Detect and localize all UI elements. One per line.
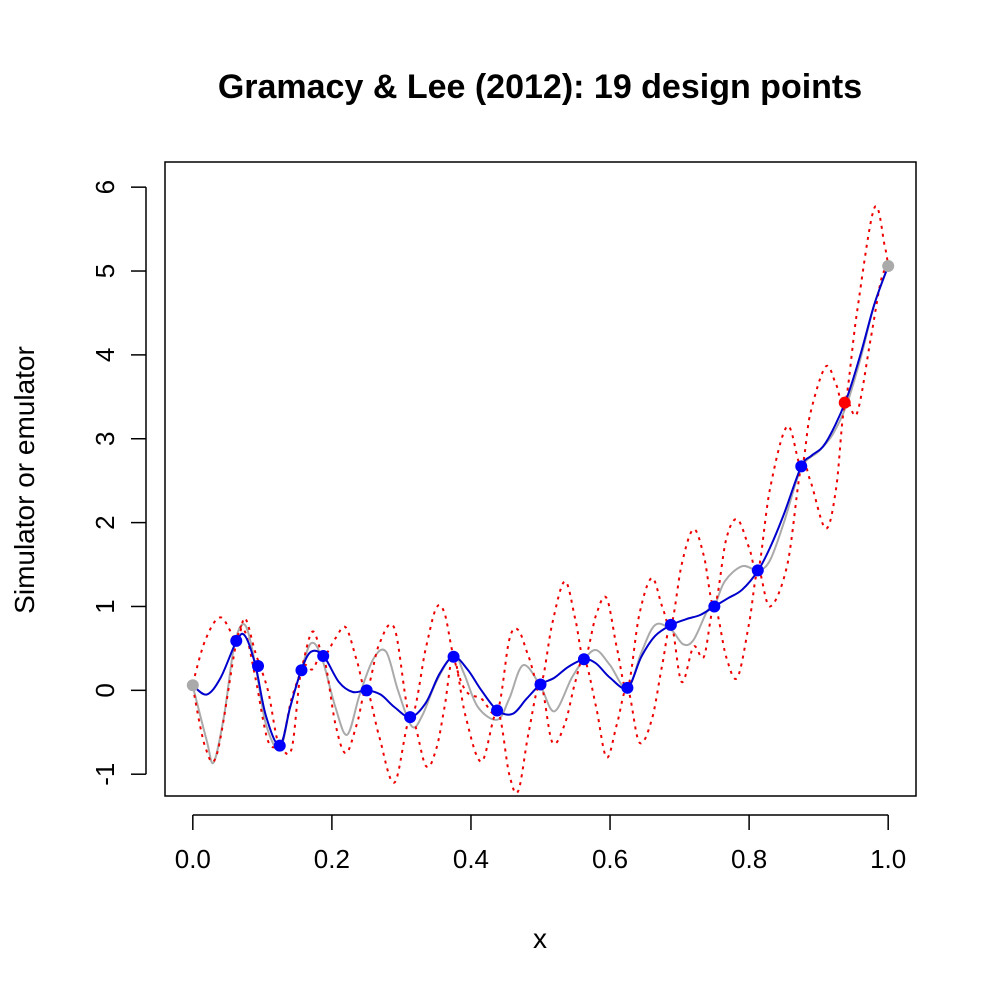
y-tick-label: 2 [90, 515, 120, 529]
chart-title: Gramacy & Lee (2012): 19 design points [218, 68, 862, 106]
emulator-upper-bound-curve [191, 205, 890, 746]
design-point-marker [317, 649, 330, 662]
design-point-marker [295, 664, 308, 677]
new-point-marker [838, 396, 851, 409]
endpoint-marker [882, 259, 895, 272]
design-point-marker [751, 564, 764, 577]
endpoint-marker [186, 679, 199, 692]
emulator-lower-bound-curve [191, 265, 890, 795]
x-tick-label: 1.0 [870, 844, 906, 874]
y-tick-label: 5 [90, 264, 120, 278]
x-axis-label: x [533, 923, 547, 954]
y-axis-label: Simulator or emulator [9, 346, 40, 614]
design-point-marker [534, 678, 547, 691]
y-tick-label: 0 [90, 683, 120, 697]
x-tick-label: 0.8 [731, 844, 767, 874]
y-tick-label: 3 [90, 432, 120, 446]
y-axis: -1 0 1 2 3 4 5 6 [90, 180, 147, 786]
design-point-marker [273, 739, 286, 752]
design-point-marker [360, 684, 373, 697]
design-point-marker [795, 460, 808, 473]
design-point-marker [252, 660, 265, 673]
design-point-marker [404, 711, 417, 724]
x-tick-label: 0.6 [592, 844, 628, 874]
design-point-marker [577, 653, 590, 666]
design-point-marker [708, 600, 721, 613]
y-tick-label: 4 [90, 348, 120, 362]
design-point-marker [230, 634, 243, 647]
x-tick-label: 0.0 [175, 844, 211, 874]
emulator-mean-curve [192, 265, 890, 747]
design-point-marker [664, 618, 677, 631]
design-point-marker [621, 681, 634, 694]
series-layer [191, 205, 890, 795]
plot-frame [164, 161, 917, 797]
points-layer [186, 259, 895, 752]
x-axis: 0.0 0.2 0.4 0.6 0.8 1.0 [175, 814, 906, 874]
y-tick-label: -1 [90, 763, 120, 786]
y-tick-label: 6 [90, 180, 120, 194]
x-tick-label: 0.4 [453, 844, 489, 874]
y-tick-label: 1 [90, 599, 120, 613]
design-point-marker [491, 704, 504, 717]
x-tick-label: 0.2 [314, 844, 350, 874]
design-point-marker [447, 650, 460, 663]
